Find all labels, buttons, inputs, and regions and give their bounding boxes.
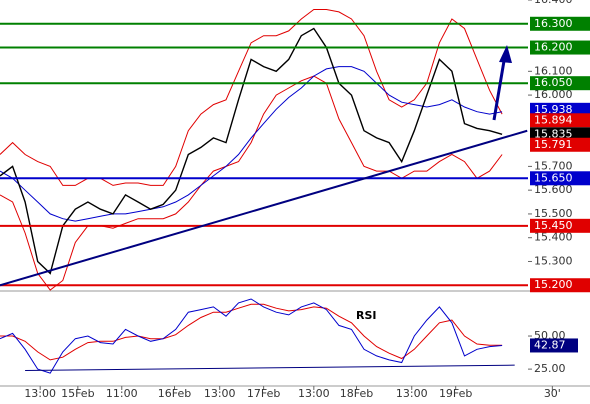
rsi-line <box>0 298 503 374</box>
level-label: 16.050 <box>534 76 573 89</box>
x-tick-label: 30' <box>544 387 561 400</box>
level-label-box <box>530 40 590 55</box>
trend-line <box>0 129 528 287</box>
level-label: 15.200 <box>534 278 573 291</box>
level-label-box <box>530 171 590 186</box>
y-tick-label: 16.000 <box>534 88 573 101</box>
level-label-box <box>530 16 590 31</box>
rsi-current-label: 42.87 <box>534 338 566 351</box>
y-tick-label: 16.400 <box>534 0 573 6</box>
y-tick-label: 16.100 <box>534 64 573 77</box>
rsi-title: RSI <box>356 309 377 322</box>
x-tick-label: 11:00 <box>106 387 138 400</box>
price-line <box>0 27 503 275</box>
level-label: 15.650 <box>534 171 573 184</box>
y-tick-label: 15.600 <box>534 183 573 196</box>
rsi-trend-line <box>25 364 515 371</box>
x-tick-label: 13:00 <box>396 387 428 400</box>
x-tick-label: 17Feb <box>247 387 280 400</box>
x-tick-label: 13:00 <box>298 387 330 400</box>
y-tick-label: 15.700 <box>534 159 573 172</box>
level-label-box <box>530 278 590 293</box>
rsi-current-box <box>530 338 578 353</box>
level-label-box <box>530 76 590 91</box>
price-marker-label: 15.791 <box>534 138 573 151</box>
y-tick-label: 15.300 <box>534 254 573 267</box>
x-tick-label: 13:00 <box>204 387 236 400</box>
x-tick-label: 13:00 <box>24 387 56 400</box>
y-tick-label: 15.400 <box>534 231 573 244</box>
level-label: 16.200 <box>534 41 573 54</box>
price-marker-label: 15.835 <box>534 127 573 140</box>
price-line <box>0 66 503 222</box>
level-label: 16.300 <box>534 17 573 30</box>
price-line <box>0 75 503 291</box>
rsi-tick-label: 25.00 <box>534 362 566 375</box>
rsi-line <box>0 303 503 361</box>
price-marker-label: 15.894 <box>534 113 573 126</box>
arrow <box>492 45 512 121</box>
y-tick-label: 15.500 <box>534 207 573 220</box>
x-tick-label: 18Feb <box>340 387 373 400</box>
x-tick-label: 19Feb <box>439 387 472 400</box>
price-marker-box <box>530 113 590 128</box>
arrow-head <box>499 45 512 63</box>
level-label-box <box>530 218 590 233</box>
price-marker-box <box>530 137 590 152</box>
arrow-shaft <box>492 54 507 121</box>
price-marker-label: 15.938 <box>534 103 573 116</box>
price-line <box>0 9 503 186</box>
level-label: 15.450 <box>534 219 573 232</box>
x-tick-label: 15Feb <box>61 387 94 400</box>
x-tick-label: 16Feb <box>158 387 191 400</box>
